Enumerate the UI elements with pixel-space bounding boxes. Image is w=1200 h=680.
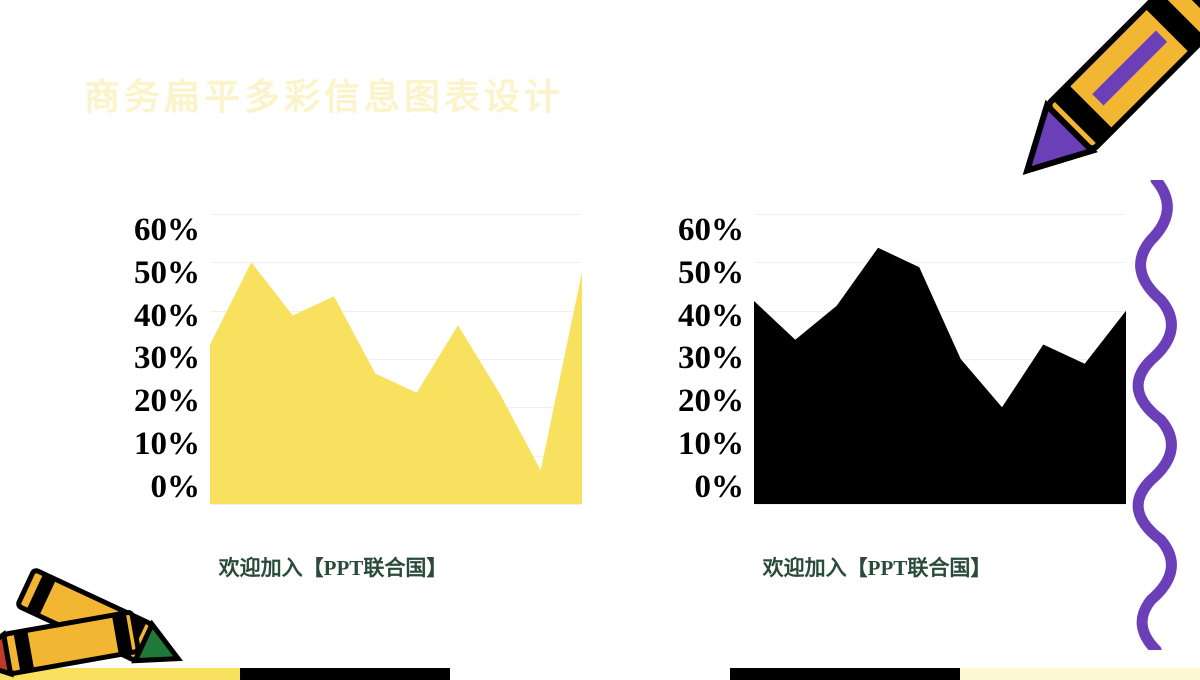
bottom-bar-segment	[960, 668, 1200, 680]
chart-left-yaxis: 60% 50% 40% 30% 20% 10% 0%	[84, 214, 210, 504]
y-tick-label: 10%	[678, 428, 744, 461]
squiggle-icon	[1126, 180, 1186, 650]
y-tick-label: 30%	[134, 342, 200, 375]
y-tick-label: 0%	[695, 471, 745, 504]
area-chart-svg	[210, 214, 582, 504]
charts-row: 60% 50% 40% 30% 20% 10% 0% 欢迎加入【PPT联合国】 …	[84, 214, 1126, 582]
chart-right-yaxis: 60% 50% 40% 30% 20% 10% 0%	[628, 214, 754, 504]
y-tick-label: 40%	[134, 300, 200, 333]
y-tick-label: 40%	[678, 300, 744, 333]
y-tick-label: 50%	[134, 257, 200, 290]
chart-left-plot	[210, 214, 582, 504]
y-tick-label: 60%	[134, 214, 200, 247]
chart-right-plot	[754, 214, 1126, 504]
chart-right-caption: 欢迎加入【PPT联合国】	[628, 552, 1126, 582]
y-tick-label: 0%	[151, 471, 201, 504]
slide-title: 商务扁平多彩信息图表设计	[84, 68, 564, 120]
y-tick-label: 60%	[678, 214, 744, 247]
bottom-bar-segment	[240, 668, 450, 680]
bottom-bar-segment	[450, 668, 730, 680]
y-tick-label: 20%	[134, 385, 200, 418]
y-tick-label: 20%	[678, 385, 744, 418]
crayons-icon	[0, 522, 196, 680]
y-tick-label: 10%	[134, 428, 200, 461]
y-tick-label: 50%	[678, 257, 744, 290]
chart-right: 60% 50% 40% 30% 20% 10% 0% 欢迎加入【PPT联合国】	[628, 214, 1126, 582]
y-tick-label: 30%	[678, 342, 744, 375]
bottom-bar-segment	[730, 668, 960, 680]
chart-left-area: 60% 50% 40% 30% 20% 10% 0%	[84, 214, 582, 504]
chart-right-area: 60% 50% 40% 30% 20% 10% 0%	[628, 214, 1126, 504]
area-chart-svg	[754, 214, 1126, 504]
